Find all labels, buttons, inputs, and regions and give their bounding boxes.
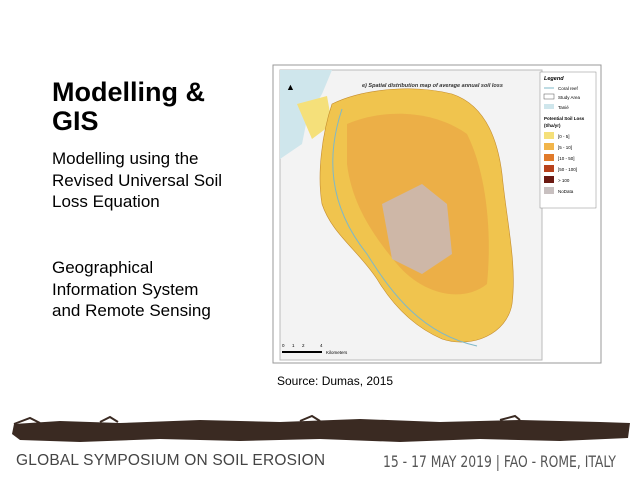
brush-stroke: [12, 419, 630, 442]
north-arrow: ▲: [286, 82, 295, 92]
legend-label: ]5 - 10]: [558, 145, 572, 150]
legend-swatch: [544, 165, 554, 172]
bullet: Modelling using the Revised Universal So…: [52, 148, 262, 213]
legend-unit: (t/ha/yr): [544, 123, 561, 128]
legend-swatch: [544, 154, 554, 161]
legend-label: Coral reef: [558, 86, 579, 91]
legend-label: NoData: [558, 189, 574, 194]
legend-swatch: [543, 93, 555, 100]
scale-label: 1: [292, 343, 295, 348]
bullet-line: Information System: [52, 279, 199, 299]
nodata-zone: [382, 184, 452, 274]
map: e) Spatial distribution map of average a…: [272, 64, 602, 364]
source: Source: Dumas, 2015: [277, 374, 394, 388]
slide-title: Modelling & GIS: [52, 77, 205, 136]
legend-swatch: [544, 187, 554, 194]
bullet-line: Revised Universal Soil: [52, 170, 223, 190]
scale-label: 0: [282, 343, 285, 348]
scale-label: 2: [302, 343, 305, 348]
bullet-line: and Remote Sensing: [52, 301, 211, 320]
brush-edge: [13, 414, 521, 425]
coral-reef: [332, 108, 478, 347]
legend-label: ]10 - 50]: [558, 156, 575, 161]
bullet-line: Modelling using the: [52, 149, 199, 168]
legend-swatch: [544, 132, 554, 139]
bullet-line: Loss Equation: [52, 192, 160, 211]
footer-left: GLOBAL SYMPOSIUM ON SOIL EROSION: [16, 452, 326, 469]
scale-unit: Kilometers: [326, 350, 348, 355]
legend-label: [0 - 5]: [558, 134, 570, 139]
tanie: [297, 96, 332, 139]
legend-label: ]50 - 100]: [558, 167, 577, 172]
legend-swatch: [544, 176, 554, 183]
map-title: e) Spatial distribution map of average a…: [362, 83, 503, 89]
brush-band: [12, 414, 630, 442]
scale-label: 4: [320, 343, 323, 348]
legend-title: Legend: [544, 76, 564, 82]
legend-label: Study Area: [558, 95, 581, 100]
footer-right: 15 - 17 MAY 2019 | FAO - ROME, ITALY: [383, 452, 616, 471]
legend-label: > 100: [558, 178, 570, 183]
legend-subtitle: Potential Soil Loss: [544, 116, 585, 121]
legend-swatch: [544, 104, 554, 109]
legend-classes: [0 - 5] ]5 - 10] ]10 - 50] ]50 - 100] > 100 N…: [544, 132, 577, 194]
bullet-line: Geographical: [52, 258, 154, 277]
bullet: Geographical Information System and Remo…: [52, 257, 262, 322]
legend-swatch: [544, 143, 554, 150]
legend-label: Tanié: [558, 105, 569, 110]
